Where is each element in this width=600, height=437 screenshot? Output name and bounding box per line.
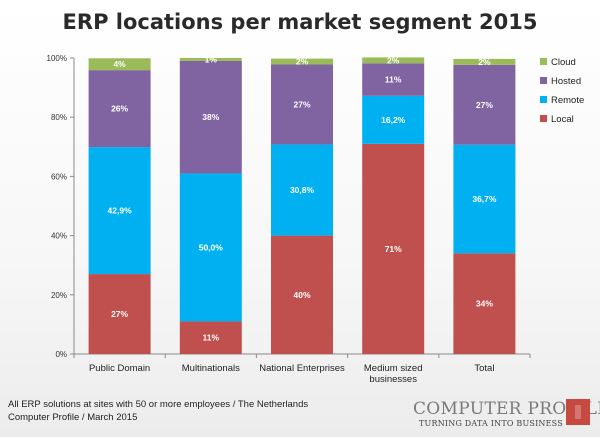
bar-segment-cloud <box>362 57 425 64</box>
data-label: 1% <box>205 54 218 64</box>
data-label: 11% <box>203 333 220 343</box>
y-tick-label: 40% <box>51 232 67 241</box>
bar-segment-remote <box>453 144 516 254</box>
bar-segment-hosted <box>179 60 242 174</box>
y-tick-label: 20% <box>51 291 67 300</box>
data-label: 71% <box>385 244 402 254</box>
bar-segment-hosted <box>271 64 333 145</box>
footnote-line-2: Computer Profile / March 2015 <box>8 412 138 423</box>
data-label: 40% <box>293 290 310 300</box>
x-tick-label: Multinationals <box>182 363 240 374</box>
bar-segment-local <box>179 321 242 354</box>
footnote: All ERP solutions at sites with 50 or mo… <box>8 398 308 424</box>
bar-segment-hosted <box>453 64 516 145</box>
bar-segment-local <box>362 143 425 354</box>
legend-label: Remote <box>551 95 584 106</box>
bar-segment-remote <box>271 144 333 236</box>
data-label: 2% <box>478 57 491 67</box>
x-tick-label: businesses <box>369 374 417 385</box>
data-label: 30,8% <box>290 185 315 195</box>
x-tick-label: Total <box>474 363 494 374</box>
legend-label: Hosted <box>551 76 581 87</box>
bar-segment-cloud <box>453 58 516 65</box>
data-label: 2% <box>387 55 400 65</box>
bar-segment-remote <box>88 147 151 275</box>
bar-segment-remote <box>362 95 425 144</box>
data-label: 38% <box>202 112 219 122</box>
bar-segment-remote <box>179 173 242 322</box>
data-label: 26% <box>111 104 128 114</box>
bar-segment-cloud <box>179 58 242 61</box>
bar-segment-cloud <box>88 58 151 71</box>
legend-swatch-cloud <box>540 58 547 65</box>
bar-segment-local <box>88 274 151 354</box>
bar-segment-cloud <box>271 58 333 65</box>
x-tick-label: Public Domain <box>89 363 150 374</box>
data-label: 27% <box>476 100 493 110</box>
x-tick-label: Medium sized <box>364 363 423 374</box>
y-tick-label: 80% <box>51 113 67 122</box>
legend-swatch-remote <box>540 96 547 103</box>
footnote-line-1: All ERP solutions at sites with 50 or mo… <box>8 399 309 410</box>
data-label: 27% <box>293 99 310 109</box>
bar-segment-hosted <box>362 63 425 96</box>
brand-mark-icon <box>566 399 590 425</box>
data-label: 50,0% <box>199 242 224 252</box>
y-tick-label: 60% <box>51 172 67 181</box>
bar-segment-hosted <box>88 70 151 148</box>
chart-title: ERP locations per market segment 2015 <box>62 10 538 34</box>
brand-tagline: TURNING DATA INTO BUSINESS <box>419 419 563 428</box>
bar-segment-local <box>453 253 516 354</box>
data-label: 34% <box>476 299 493 309</box>
data-label: 27% <box>111 309 128 319</box>
y-tick-label: 0% <box>55 350 67 359</box>
data-label: 2% <box>296 57 309 67</box>
legend-label: Local <box>551 114 574 125</box>
legend-swatch-local <box>540 115 547 122</box>
x-tick-label: National Enterprises <box>259 363 345 374</box>
legend-label: Cloud <box>551 57 576 68</box>
data-label: 42,9% <box>108 206 133 216</box>
legend-swatch-hosted <box>540 77 547 84</box>
data-label: 11% <box>385 75 402 85</box>
data-label: 36,7% <box>472 194 497 204</box>
brand-name: COMPUTER PROFILE <box>413 399 600 419</box>
data-label: 4% <box>113 59 126 69</box>
y-tick-label: 100% <box>47 54 67 63</box>
data-label: 16,2% <box>381 115 406 125</box>
brand-logo: COMPUTER PROFILE TURNING DATA INTO BUSIN… <box>413 399 600 431</box>
bar-segment-local <box>271 235 333 354</box>
